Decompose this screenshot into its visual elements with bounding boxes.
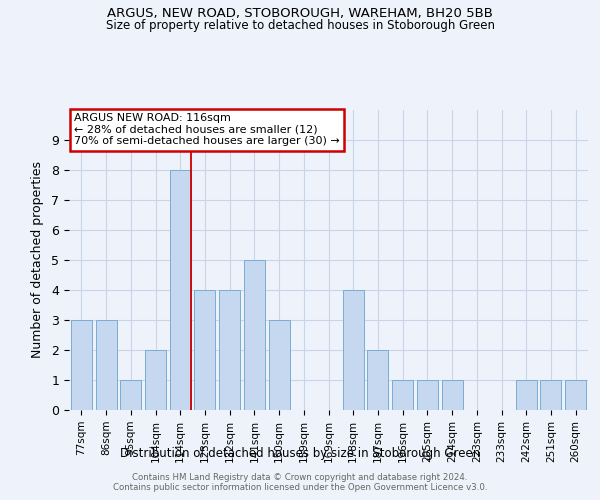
Bar: [71, 320, 92, 410]
Y-axis label: Number of detached properties: Number of detached properties: [31, 162, 44, 358]
Bar: [170, 170, 191, 410]
Bar: [343, 290, 364, 410]
Bar: [219, 290, 240, 410]
Bar: [516, 380, 537, 410]
Bar: [145, 350, 166, 410]
Text: Contains HM Land Registry data © Crown copyright and database right 2024.
Contai: Contains HM Land Registry data © Crown c…: [113, 473, 487, 492]
Bar: [194, 290, 215, 410]
Bar: [417, 380, 438, 410]
Bar: [120, 380, 141, 410]
Bar: [367, 350, 388, 410]
Bar: [541, 380, 562, 410]
Bar: [392, 380, 413, 410]
Bar: [244, 260, 265, 410]
Bar: [565, 380, 586, 410]
Text: ARGUS, NEW ROAD, STOBOROUGH, WAREHAM, BH20 5BB: ARGUS, NEW ROAD, STOBOROUGH, WAREHAM, BH…: [107, 8, 493, 20]
Text: Distribution of detached houses by size in Stoborough Green: Distribution of detached houses by size …: [120, 448, 480, 460]
Bar: [442, 380, 463, 410]
Text: ARGUS NEW ROAD: 116sqm
← 28% of detached houses are smaller (12)
70% of semi-det: ARGUS NEW ROAD: 116sqm ← 28% of detached…: [74, 113, 340, 146]
Bar: [95, 320, 116, 410]
Bar: [269, 320, 290, 410]
Text: Size of property relative to detached houses in Stoborough Green: Size of property relative to detached ho…: [106, 18, 494, 32]
